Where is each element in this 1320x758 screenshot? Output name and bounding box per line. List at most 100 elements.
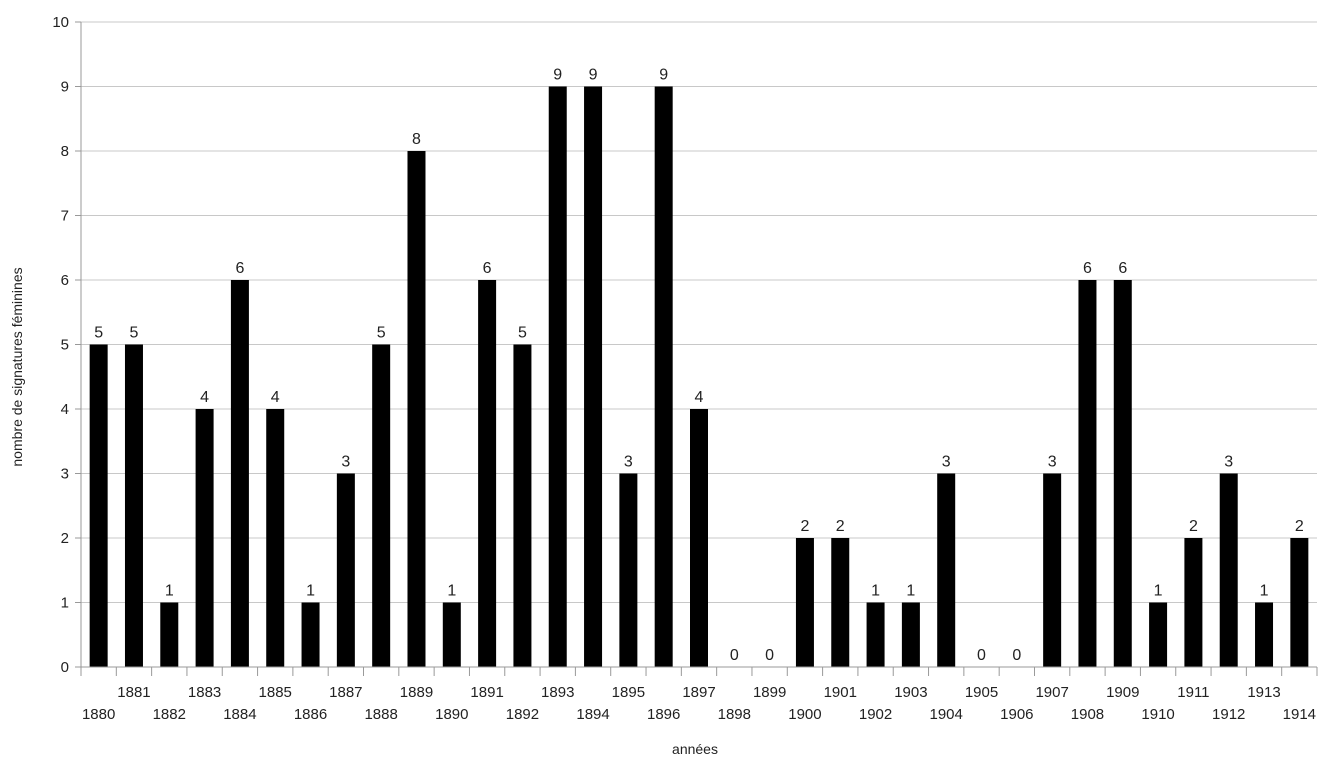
data-label: 1 (1154, 583, 1163, 600)
x-tick-label: 1889 (400, 684, 433, 701)
x-tick-label: 1897 (682, 684, 715, 701)
data-label: 3 (1224, 454, 1233, 471)
x-tick-label: 1882 (153, 706, 186, 723)
bar (1043, 473, 1062, 667)
bar (654, 86, 673, 667)
bar (690, 409, 708, 667)
bar (619, 473, 638, 667)
x-tick-label: 1888 (364, 706, 397, 723)
axes (75, 21, 1318, 676)
x-tick-label: 1902 (859, 706, 892, 723)
data-label: 2 (1295, 518, 1304, 535)
bar (160, 602, 179, 667)
bar (1113, 280, 1132, 667)
data-label: 4 (271, 389, 280, 406)
bar (124, 344, 143, 667)
x-tick-label: 1894 (576, 706, 609, 723)
bar (442, 602, 461, 667)
x-tick-label: 1886 (294, 706, 327, 723)
x-tick-label: 1903 (894, 684, 927, 701)
x-tick-label: 1885 (259, 684, 292, 701)
bars (89, 86, 1309, 667)
data-label: 0 (977, 647, 986, 664)
data-label: 4 (200, 389, 209, 406)
bar (1078, 280, 1097, 667)
x-tick-label: 1880 (82, 706, 115, 723)
y-axis-title: nombre de signatures féminines (9, 267, 25, 466)
data-label: 5 (518, 325, 527, 342)
x-tick-label: 1893 (541, 684, 574, 701)
x-tick-label: 1895 (612, 684, 645, 701)
data-label: 5 (94, 325, 103, 342)
x-tick-label: 1907 (1035, 684, 1068, 701)
x-tick-label: 1914 (1283, 706, 1316, 723)
data-label: 2 (800, 518, 809, 535)
x-tick-label: 1884 (223, 706, 256, 723)
y-tick-label: 8 (61, 143, 69, 160)
bar (407, 151, 426, 667)
x-tick-label: 1892 (506, 706, 539, 723)
data-label: 1 (871, 583, 880, 600)
data-label: 9 (553, 67, 562, 84)
bar (301, 602, 320, 667)
data-label: 9 (589, 67, 598, 84)
bar (1255, 602, 1274, 667)
bar (89, 344, 108, 667)
x-tick-label: 1906 (1000, 706, 1033, 723)
data-label: 1 (165, 583, 174, 600)
x-tick-label: 1890 (435, 706, 468, 723)
data-label: 3 (624, 454, 633, 471)
bar (195, 409, 214, 667)
x-tick-label: 1911 (1177, 684, 1209, 701)
x-tick-label: 1908 (1071, 706, 1104, 723)
x-tick-label: 1891 (470, 684, 503, 701)
data-label: 2 (1189, 518, 1198, 535)
y-tick-label: 4 (61, 401, 69, 418)
x-tick-label: 1910 (1141, 706, 1174, 723)
data-label: 6 (1083, 260, 1092, 277)
data-label: 1 (906, 583, 915, 600)
bar (866, 602, 885, 667)
data-label: 6 (1118, 260, 1127, 277)
y-tick-label: 0 (61, 659, 69, 676)
y-tick-labels: 0 1 2 3 4 5 6 7 8 9 10 (52, 14, 69, 676)
bar (372, 344, 391, 667)
x-tick-label: 1909 (1106, 684, 1139, 701)
x-tick-label: 1904 (930, 706, 963, 723)
x-tick-label: 1901 (824, 684, 857, 701)
data-label: 6 (483, 260, 492, 277)
x-tick-label: 1913 (1247, 684, 1280, 701)
y-tick-label: 3 (61, 466, 69, 483)
y-tick-label: 6 (61, 272, 69, 289)
y-tick-label: 2 (61, 530, 69, 547)
x-tick-label: 1899 (753, 684, 786, 701)
x-tick-label: 1883 (188, 684, 221, 701)
x-tick-label: 1896 (647, 706, 680, 723)
x-tick-label: 1900 (788, 706, 821, 723)
data-label: 0 (765, 647, 774, 664)
x-tick-labels: 1880188118821883188418851886188718881889… (82, 684, 1316, 723)
data-label: 1 (306, 583, 315, 600)
bar (1184, 538, 1203, 667)
bar (1219, 473, 1238, 667)
x-tick-label: 1887 (329, 684, 362, 701)
gridlines (81, 21, 1317, 603)
x-tick-label: 1898 (718, 706, 751, 723)
y-tick-label: 5 (61, 337, 69, 354)
bar (548, 86, 567, 667)
bar (937, 473, 956, 667)
data-label: 2 (836, 518, 845, 535)
y-tick-label: 10 (52, 14, 69, 31)
bar (266, 409, 285, 667)
x-tick-label: 1912 (1212, 706, 1245, 723)
bar (336, 473, 355, 667)
data-label: 3 (341, 454, 350, 471)
bar (584, 86, 603, 667)
data-label: 1 (447, 583, 456, 600)
data-label: 0 (730, 647, 739, 664)
data-label: 6 (235, 260, 244, 277)
data-label: 1 (1260, 583, 1269, 600)
data-label: 3 (1048, 454, 1057, 471)
bar (795, 538, 814, 667)
